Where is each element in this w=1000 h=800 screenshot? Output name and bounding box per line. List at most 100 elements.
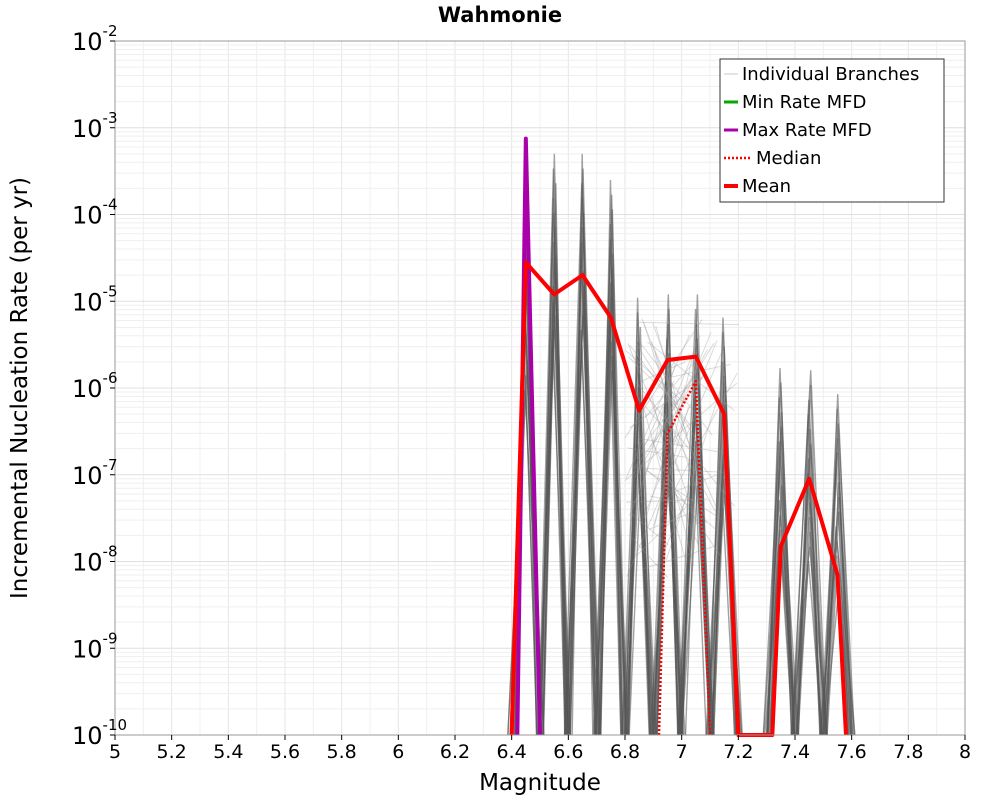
y-tick-label: 10-8: [72, 543, 118, 577]
branch-line: [624, 473, 654, 736]
branch-line: [632, 467, 724, 473]
branch-line: [628, 488, 650, 736]
branch-line: [666, 363, 731, 379]
x-tick-label: 5.4: [213, 741, 243, 763]
branch-line: [637, 498, 696, 555]
branch-line: [621, 415, 657, 736]
x-tick-label: 6.8: [610, 741, 640, 763]
branch-line: [767, 529, 795, 736]
branch-line: [649, 485, 686, 736]
branch-line: [594, 356, 628, 736]
branch-line: [652, 323, 669, 367]
branch-line: [762, 441, 800, 736]
branch-line: [819, 540, 856, 736]
branch-line: [627, 447, 686, 458]
legend-label: Individual Branches: [742, 64, 919, 85]
branch-line: [712, 508, 736, 736]
branch-line: [655, 325, 691, 449]
x-tick-label: 7.4: [780, 741, 810, 763]
branch-line: [646, 469, 722, 520]
legend-label: Min Rate MFD: [742, 92, 866, 113]
branch-line: [634, 380, 736, 507]
branch-line: [705, 376, 743, 736]
branch-line: [650, 438, 699, 545]
branch-line: [665, 377, 725, 561]
branch-line: [567, 330, 598, 736]
branch-line: [643, 545, 716, 570]
branch-line: [819, 423, 856, 736]
y-tick-label: 10-3: [72, 109, 118, 143]
branch-line: [650, 323, 685, 736]
x-tick-label: 5.2: [157, 741, 187, 763]
branch-line: [630, 389, 680, 447]
branch-line: [661, 418, 698, 525]
legend-label: Median: [756, 148, 821, 169]
branch-line: [650, 495, 678, 504]
branch-line: [823, 526, 852, 736]
branch-line: [629, 344, 692, 427]
x-axis-ticks: 5 5.2 5.4 5.6 5.8 6 6.2 6.4 6.6 6.8 7 7.2 7.4 7.6 7.8 8: [109, 735, 971, 763]
branch-line: [592, 312, 630, 736]
branch-line: [684, 470, 707, 736]
branch-line: [762, 500, 799, 736]
branch-line: [640, 380, 675, 455]
individual-branches: [507, 153, 856, 736]
y-tick-label: 10-9: [72, 629, 118, 663]
y-tick-label: 10-7: [72, 456, 118, 490]
series-layer: [509, 136, 848, 737]
branch-line: [624, 319, 703, 439]
branch-line: [635, 342, 702, 448]
branch-line: [623, 444, 656, 736]
branch-line: [626, 498, 708, 503]
x-axis-label: Magnitude: [479, 770, 601, 796]
branch-line: [790, 487, 828, 736]
branch-line: [647, 341, 735, 411]
branch-line: [627, 343, 680, 473]
y-tick-label: 10-5: [72, 282, 118, 316]
branch-line: [626, 348, 724, 577]
branch-line: [637, 321, 739, 326]
branch-line: [638, 437, 726, 454]
branch-line: [569, 344, 596, 736]
legend-label: Max Rate MFD: [742, 120, 872, 141]
branch-line: [629, 376, 703, 429]
branch-line: [537, 168, 571, 736]
branch-line: [644, 398, 679, 445]
branch-line: [791, 399, 827, 736]
x-tick-label: 8: [959, 741, 971, 763]
branch-line: [564, 300, 601, 736]
x-tick-label: 5: [109, 741, 121, 763]
x-tick-label: 6.4: [497, 741, 527, 763]
x-tick-label: 5.8: [327, 741, 357, 763]
x-tick-label: 7.6: [837, 741, 867, 763]
branch-line: [648, 513, 689, 530]
branch-line: [677, 455, 714, 736]
branch-line: [634, 349, 708, 478]
branch-line: [639, 463, 718, 532]
legend-box: [719, 58, 945, 203]
branch-line: [563, 183, 602, 736]
branch-line: [631, 537, 669, 578]
branch-line: [664, 491, 690, 549]
branch-line: [638, 364, 676, 498]
x-tick-label: 7.8: [893, 741, 923, 763]
branch-line: [537, 315, 572, 736]
legend: Individual Branches Min Rate MFD Max Rate …: [719, 58, 945, 203]
branch-line: [790, 546, 828, 736]
branch-line: [639, 342, 713, 436]
mean-line: [509, 260, 848, 737]
chart-title: Wahmonie: [438, 3, 562, 27]
branch-line: [795, 561, 823, 736]
branch-line: [542, 330, 566, 736]
x-tick-label: 5.6: [270, 741, 300, 763]
branch-line: [539, 344, 569, 736]
branch-line: [644, 356, 700, 418]
x-tick-label: 7.2: [723, 741, 753, 763]
x-tick-label: 6: [392, 741, 404, 763]
branch-line: [660, 472, 721, 498]
branch-line: [628, 356, 679, 405]
branch-line: [644, 384, 686, 523]
y-axis-label: Incremental Nucleation Rate (per yr): [7, 177, 33, 599]
branch-line: [641, 318, 689, 437]
